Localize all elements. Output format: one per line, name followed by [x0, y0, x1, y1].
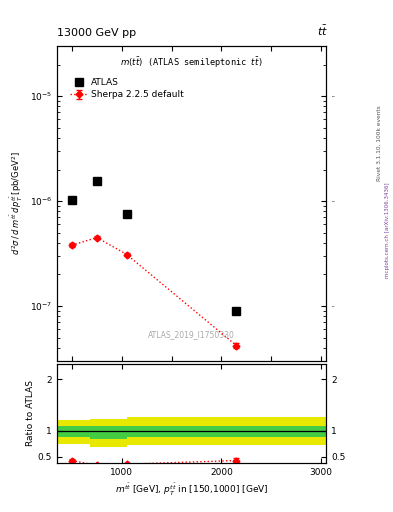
- Line: ATLAS: ATLAS: [68, 177, 240, 315]
- Bar: [90, 419, 127, 447]
- ATLAS: [125, 211, 129, 217]
- Bar: [90, 425, 127, 439]
- ATLAS: [94, 178, 99, 184]
- Y-axis label: Ratio to ATLAS: Ratio to ATLAS: [26, 380, 35, 446]
- ATLAS: [234, 308, 239, 314]
- Text: Rivet 3.1.10, 100k events: Rivet 3.1.10, 100k events: [377, 105, 382, 181]
- Bar: [127, 425, 326, 437]
- ATLAS: [70, 197, 74, 203]
- Bar: [57, 425, 90, 437]
- Y-axis label: $d^2\sigma\,/\,d\,m^{t\bar{t}}\,d\,p_T^{t\bar{t}}\,[\mathrm{pb/GeV}^2]$: $d^2\sigma\,/\,d\,m^{t\bar{t}}\,d\,p_T^{…: [9, 152, 26, 255]
- Bar: [127, 417, 326, 445]
- Text: $m(t\bar{t})$ (ATLAS semileptonic $t\bar{t}$): $m(t\bar{t})$ (ATLAS semileptonic $t\bar…: [120, 55, 263, 70]
- Text: $t\bar{t}$: $t\bar{t}$: [317, 24, 328, 38]
- Text: ATLAS_2019_I1750330: ATLAS_2019_I1750330: [148, 330, 235, 339]
- Text: 13000 GeV pp: 13000 GeV pp: [57, 28, 136, 38]
- X-axis label: $m^{t\bar{t}}$ [GeV], $p_T^{t\bar{t}}$ in [150,1000] [GeV]: $m^{t\bar{t}}$ [GeV], $p_T^{t\bar{t}}$ i…: [115, 481, 268, 498]
- Legend: ATLAS, Sherpa 2.2.5 default: ATLAS, Sherpa 2.2.5 default: [67, 76, 187, 102]
- Bar: [57, 420, 90, 444]
- Text: mcplots.cern.ch [arXiv:1306.3436]: mcplots.cern.ch [arXiv:1306.3436]: [385, 183, 389, 278]
